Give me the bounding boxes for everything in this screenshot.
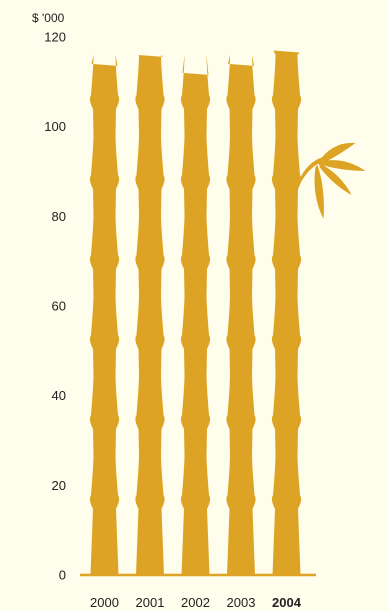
- y-tick-label: 120: [44, 30, 66, 45]
- y-tick-label: 100: [44, 119, 66, 134]
- x-tick-label: 2004: [272, 595, 302, 610]
- x-tick-label: 2002: [181, 595, 210, 610]
- leaf-5: [314, 165, 324, 219]
- bamboo-leaf-decoration: [297, 142, 366, 219]
- bar-2002: [180, 55, 211, 575]
- bar-2001: [135, 54, 165, 575]
- y-tick-label: 60: [52, 299, 66, 314]
- bar-2003: [226, 55, 256, 575]
- y-axis-unit-label: $ '000: [32, 11, 65, 25]
- bar-2000: [89, 55, 120, 575]
- leaf-2: [317, 142, 356, 165]
- x-tick-label: 2001: [136, 595, 165, 610]
- y-axis-ticks: 0 20 40 60 80 100 120: [44, 30, 66, 583]
- y-tick-label: 40: [52, 388, 66, 403]
- y-tick-label: 80: [52, 209, 66, 224]
- x-tick-label: 2000: [90, 595, 119, 610]
- bars: [89, 50, 302, 575]
- x-axis-labels: 2000 2001 2002 2003 2004: [90, 595, 302, 610]
- bar-2004: [271, 50, 302, 575]
- y-tick-label: 20: [52, 478, 66, 493]
- leaf-3: [321, 160, 366, 171]
- leaf-4: [319, 163, 352, 195]
- x-tick-label: 2003: [227, 595, 256, 610]
- y-tick-label: 0: [59, 568, 66, 583]
